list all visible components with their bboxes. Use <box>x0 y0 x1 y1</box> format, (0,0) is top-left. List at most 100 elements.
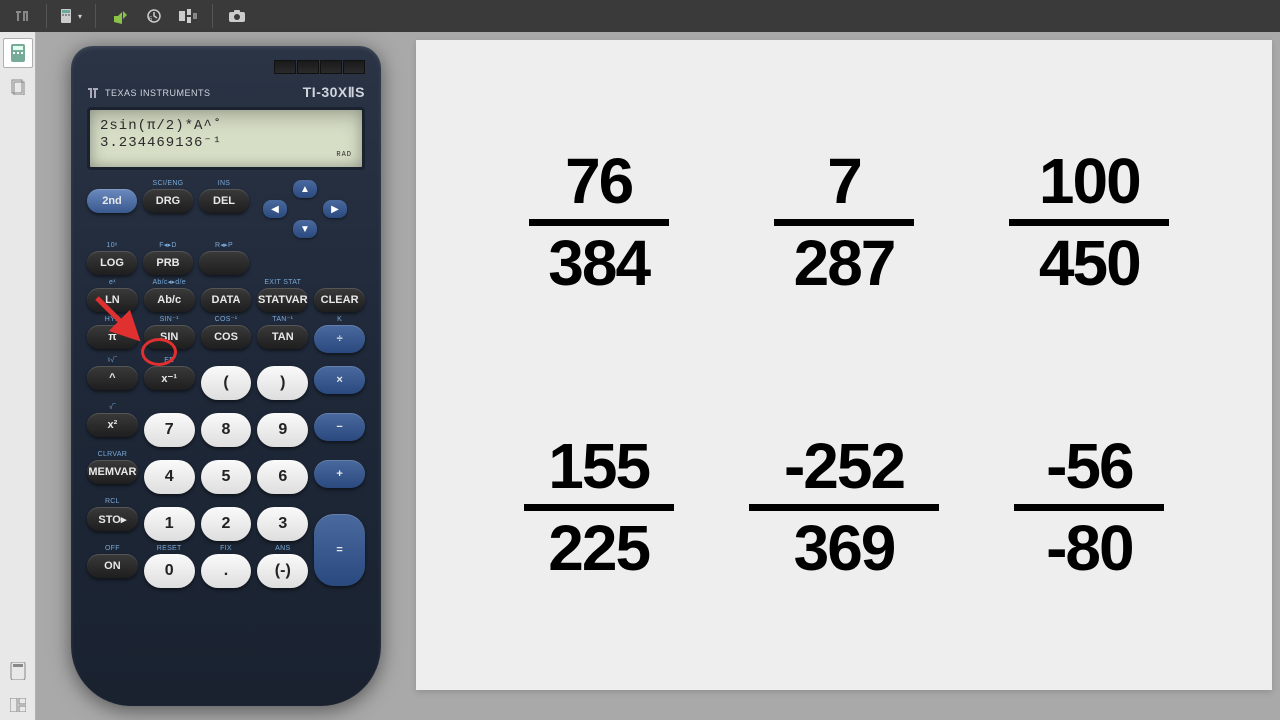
fraction: 7287 <box>721 80 966 365</box>
key--[interactable]: × <box>314 366 365 394</box>
fraction-bar <box>1014 504 1164 511</box>
key-superscript: K <box>337 316 342 324</box>
fraction-denominator: 225 <box>548 515 649 582</box>
fraction-denominator: -80 <box>1046 515 1133 582</box>
key-r-p[interactable] <box>199 251 249 275</box>
key-on[interactable]: ON <box>87 554 138 578</box>
fraction-denominator: 369 <box>794 515 895 582</box>
key-2[interactable]: 2 <box>201 507 252 541</box>
key--[interactable]: − <box>314 413 365 441</box>
key-0[interactable]: 0 <box>144 554 195 588</box>
calculator-body: TEXAS INSTRUMENTS TI-30XⅡS 2sin(π/2)*A^˚… <box>71 46 381 706</box>
fraction-numerator: 76 <box>565 148 632 215</box>
key-superscript: OFF <box>105 545 120 553</box>
key-drg[interactable]: DRG <box>143 189 193 213</box>
export-icon[interactable] <box>106 2 134 30</box>
key-x-[interactable]: x² <box>87 413 138 437</box>
fraction-denominator: 450 <box>1039 230 1140 297</box>
key-cos[interactable]: COS <box>201 325 252 349</box>
key-sto-[interactable]: STO▸ <box>87 507 138 531</box>
key--[interactable]: = <box>314 514 365 586</box>
key-del[interactable]: DEL <box>199 189 249 213</box>
key-superscript: RCL <box>105 498 120 506</box>
fractions-panel: 763847287100450155225-252369-56-80 <box>416 40 1272 690</box>
key-sin[interactable]: SIN <box>144 325 195 349</box>
dpad: ▲ ▼ ◀ ▶ <box>255 180 355 238</box>
dpad-right[interactable]: ▶ <box>323 200 347 218</box>
key-prb[interactable]: PRB <box>143 251 193 275</box>
display-line-1: 2sin(π/2)*A^˚ <box>100 118 352 134</box>
key-x-[interactable]: x⁻¹ <box>144 366 195 390</box>
key--[interactable]: (-) <box>257 554 308 588</box>
fraction-numerator: 155 <box>548 433 649 500</box>
fraction: -56-80 <box>967 365 1212 650</box>
fraction: 155225 <box>476 365 721 650</box>
key--[interactable]: ^ <box>87 366 138 390</box>
calculator-panel: TEXAS INSTRUMENTS TI-30XⅡS 2sin(π/2)*A^˚… <box>36 32 416 720</box>
key-log[interactable]: LOG <box>87 251 137 275</box>
calculator-keypad: 2ndSCI/ENGDRGINSDEL▲▼◀▶10ˣLOGF◂▸DPRBR◂▸P… <box>87 180 365 678</box>
screenshot-icon[interactable] <box>223 2 251 30</box>
key--[interactable]: ÷ <box>314 325 365 353</box>
fraction-bar <box>749 504 939 511</box>
key-9[interactable]: 9 <box>257 413 308 447</box>
brand-text: TEXAS INSTRUMENTS <box>105 88 211 98</box>
key-3[interactable]: 3 <box>257 507 308 541</box>
fraction: 76384 <box>476 80 721 365</box>
key-clear[interactable]: CLEAR <box>314 288 365 312</box>
key-superscript: HYP <box>105 316 120 324</box>
keyboard-tab[interactable] <box>3 656 33 686</box>
key--[interactable]: ( <box>201 366 252 400</box>
key-superscript: F◂▸D <box>159 242 177 250</box>
key-superscript: EXIT STAT <box>264 279 301 287</box>
key--[interactable]: . <box>201 554 252 588</box>
key-7[interactable]: 7 <box>144 413 195 447</box>
key--[interactable]: π <box>87 325 138 349</box>
key-memvar[interactable]: MEMVAR <box>87 460 138 484</box>
key-superscript: SCI/ENG <box>153 180 184 188</box>
dpad-down[interactable]: ▼ <box>293 220 317 238</box>
fraction: -252 369 <box>721 365 966 650</box>
key-superscript: eˣ <box>109 279 116 287</box>
toolbar-separator <box>212 4 213 28</box>
fraction-numerator: -56 <box>1046 433 1133 500</box>
key--[interactable]: ) <box>257 366 308 400</box>
key-6[interactable]: 6 <box>257 460 308 494</box>
layout-toggle-icon[interactable] <box>174 2 202 30</box>
key-ab-c[interactable]: Ab/c <box>144 288 195 312</box>
layout-tab[interactable] <box>3 690 33 720</box>
calc-dropdown-button[interactable]: ▾ <box>57 2 85 30</box>
key-superscript: R◂▸P <box>215 242 233 250</box>
fraction-denominator: 287 <box>794 230 895 297</box>
fractions-grid: 763847287100450155225-252369-56-80 <box>476 80 1212 650</box>
key-1[interactable]: 1 <box>144 507 195 541</box>
fraction-bar <box>529 219 669 226</box>
dpad-up[interactable]: ▲ <box>293 180 317 198</box>
key-tan[interactable]: TAN <box>257 325 308 349</box>
documents-tab[interactable] <box>3 72 33 102</box>
calculator-tab[interactable] <box>3 38 33 68</box>
ti-logo-icon <box>8 2 36 30</box>
key-ln[interactable]: LN <box>87 288 138 312</box>
key-8[interactable]: 8 <box>201 413 252 447</box>
dpad-left[interactable]: ◀ <box>263 200 287 218</box>
fraction-bar <box>524 504 674 511</box>
key-superscript: RESET <box>157 545 182 553</box>
history-icon[interactable]: 5 <box>140 2 168 30</box>
fraction-numerator: -252 <box>784 433 904 500</box>
fraction-numerator: 7 <box>827 148 861 215</box>
side-tab-strip <box>0 32 36 720</box>
key-5[interactable]: 5 <box>201 460 252 494</box>
key-statvar[interactable]: STATVAR <box>257 288 308 312</box>
solar-panel <box>87 60 365 74</box>
key--[interactable]: + <box>314 460 365 488</box>
key-superscript: EE <box>164 357 174 365</box>
key-4[interactable]: 4 <box>144 460 195 494</box>
key-data[interactable]: DATA <box>201 288 252 312</box>
fraction-numerator: 100 <box>1039 148 1140 215</box>
fraction-bar <box>774 219 914 226</box>
key-superscript: CLRVAR <box>98 451 128 459</box>
fraction: 100450 <box>967 80 1212 365</box>
key-2nd[interactable]: 2nd <box>87 189 137 213</box>
fraction-denominator: 384 <box>548 230 649 297</box>
